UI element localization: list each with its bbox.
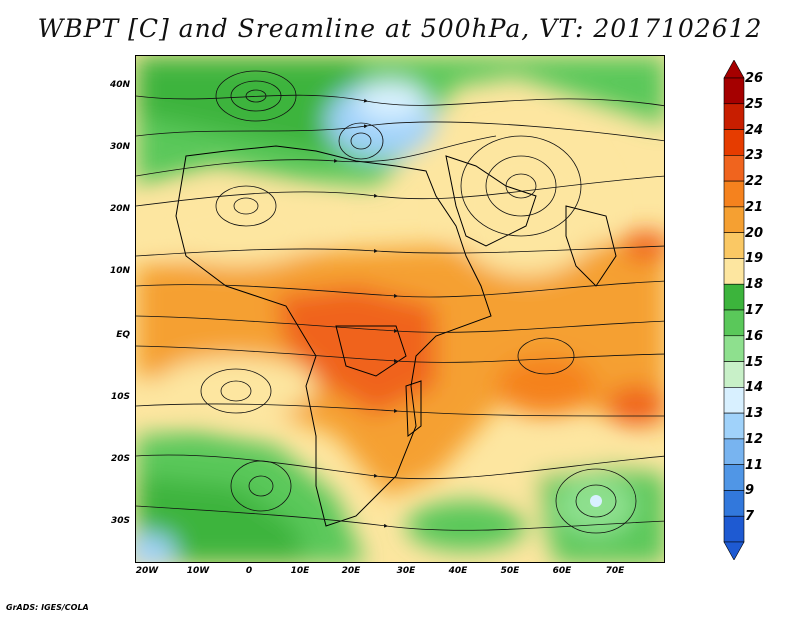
x-tick: 10E (290, 566, 310, 576)
colorbar (723, 60, 745, 560)
colorbar-label: 16 (745, 328, 764, 344)
colorbar-segment (723, 515, 745, 543)
chart-title: WBPT [C] and Sreamline at 500hPa, VT: 20… (37, 14, 763, 43)
y-tick: 10S (110, 392, 130, 402)
x-tick: 60E (552, 566, 572, 576)
colorbar-segment (723, 155, 745, 182)
colorbar-segment (723, 335, 745, 362)
colorbar-label: 11 (745, 457, 764, 473)
map-panel (135, 55, 665, 563)
colorbar-bottom-arrow (723, 541, 745, 560)
colorbar-segment (723, 232, 745, 259)
y-tick: 30S (110, 516, 130, 526)
y-tick: 40N (109, 80, 130, 90)
x-tick: 20E (341, 566, 361, 576)
colorbar-segment (723, 309, 745, 337)
colorbar-label: 19 (745, 251, 764, 267)
colorbar-label: 14 (745, 380, 764, 396)
map-svg (136, 56, 664, 562)
colorbar-segment (723, 438, 745, 465)
colorbar-segment (723, 77, 745, 105)
colorbar-segment (723, 103, 745, 130)
colorbar-label: 13 (745, 406, 764, 422)
colorbar-segment (723, 387, 745, 414)
cyclone-center (590, 495, 602, 507)
circulation-centers (200, 70, 637, 534)
colorbar-label: 7 (745, 509, 755, 525)
colorbar-label: 22 (745, 174, 764, 190)
colorbar-label: 18 (745, 277, 764, 293)
colorbar-segment (723, 464, 745, 491)
colorbar-segment (723, 412, 745, 440)
colorbar-label: 20 (745, 225, 764, 241)
colorbar-segment (723, 490, 745, 517)
colorbar-segment (723, 258, 745, 285)
colorbar-top-arrow (723, 60, 745, 79)
credit-text: GrADS: IGES/COLA (6, 603, 89, 612)
x-tick: 40E (448, 566, 468, 576)
coastlines (175, 145, 617, 527)
colorbar-segment (723, 206, 745, 233)
colorbar-label: 17 (745, 303, 764, 318)
temperature-field (136, 56, 664, 562)
colorbar-label: 9 (745, 483, 755, 499)
colorbar-segment (723, 129, 745, 156)
colorbar-label: 24 (745, 122, 764, 138)
x-tick: 70E (605, 566, 625, 576)
colorbar-segment (723, 361, 745, 388)
x-tick: 20W (135, 566, 159, 576)
colorbar-label: 21 (745, 199, 764, 215)
y-tick: 30N (109, 142, 130, 152)
x-tick: 30E (396, 566, 416, 576)
y-tick: 10N (109, 266, 130, 276)
colorbar-label: 25 (745, 96, 764, 112)
colorbar-label: 12 (745, 431, 764, 447)
x-tick: 10W (186, 566, 210, 576)
colorbar-label: 15 (745, 354, 764, 370)
x-tick: 0 (245, 566, 253, 576)
y-tick: 20S (110, 454, 130, 464)
colorbar-label: 26 (745, 71, 764, 86)
colorbar-label: 23 (745, 148, 764, 164)
colorbar-segment (723, 180, 745, 208)
y-tick: EQ (116, 330, 130, 340)
colorbar-segment (723, 283, 745, 311)
y-tick: 20N (109, 204, 130, 214)
x-tick: 50E (500, 566, 520, 576)
